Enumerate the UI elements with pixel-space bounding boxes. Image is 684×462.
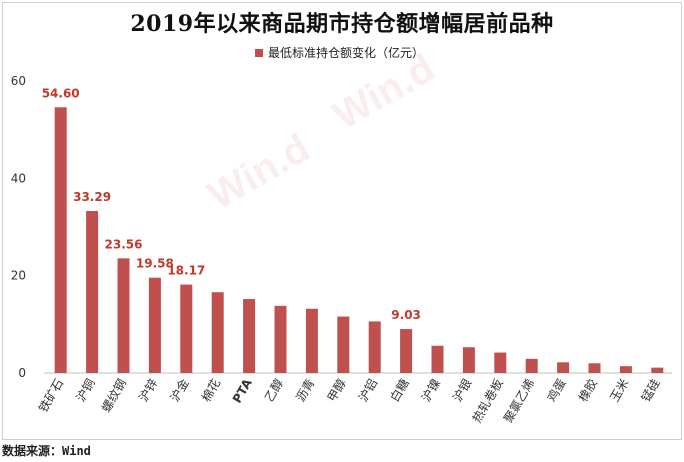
bar	[431, 345, 444, 373]
source-note: 数据来源：Wind	[2, 444, 91, 458]
data-label: 54.60	[42, 86, 80, 100]
bar	[557, 362, 570, 373]
bar	[243, 299, 256, 373]
bar	[400, 329, 413, 373]
bar	[462, 347, 475, 373]
legend: 最低标准持仓额变化（亿元）	[255, 44, 424, 61]
legend-swatch	[255, 48, 263, 57]
x-tick-label: 棉花	[198, 376, 223, 404]
x-tick-label: 乙醇	[261, 376, 286, 404]
bar	[588, 363, 601, 373]
bar	[274, 305, 287, 373]
chart-title: 2019年以来商品期市持仓额增幅居前品种	[130, 11, 554, 37]
x-tick-label: 沪银	[450, 377, 474, 405]
bar	[86, 210, 99, 373]
legend-label: 最低标准持仓额变化（亿元）	[268, 46, 425, 60]
bar	[494, 352, 507, 373]
y-tick-label: 40	[11, 171, 26, 185]
bar	[525, 358, 538, 373]
x-tick-label: 橡胶	[575, 376, 600, 404]
x-tick-label: 甲醇	[324, 376, 349, 404]
x-tick-label: 沥青	[293, 377, 317, 405]
x-tick-label: 聚氯乙烯	[501, 377, 537, 426]
bar	[305, 308, 318, 373]
data-label: 33.29	[73, 190, 111, 204]
y-tick-label: 20	[11, 269, 26, 283]
bar	[180, 284, 193, 373]
x-tick-label: 螺纹钢	[99, 377, 129, 415]
bar	[337, 316, 350, 373]
y-tick-label: 60	[11, 74, 26, 88]
bar-chart: 020406054.6033.2923.5619.5818.179.03铁矿石沪…	[11, 74, 672, 426]
data-label: 19.58	[136, 257, 174, 271]
x-tick-label: 沪锌	[136, 377, 160, 405]
x-tick-label: 沪金	[167, 376, 192, 404]
x-tick-label: 白糖	[387, 376, 412, 404]
data-label: 18.17	[167, 264, 205, 278]
x-tick-label: 沪铜	[73, 376, 98, 404]
bar	[148, 277, 161, 373]
bar	[211, 292, 224, 373]
x-tick-label: 铁矿石	[36, 377, 66, 415]
bar	[651, 367, 664, 373]
bar	[54, 107, 67, 373]
data-label: 23.56	[105, 237, 143, 251]
x-tick-label: 沪铝	[355, 376, 380, 404]
y-tick-label: 0	[18, 366, 26, 380]
x-tick-label: 鸡蛋	[544, 376, 569, 404]
bar	[368, 321, 381, 373]
data-label: 9.03	[391, 308, 421, 322]
x-tick-label: 锰硅	[638, 376, 663, 404]
bar	[117, 258, 130, 373]
x-tick-label: 沪镍	[419, 377, 443, 405]
bar	[619, 366, 632, 373]
x-tick-label: 玉米	[607, 377, 631, 405]
x-tick-label: PTA	[230, 376, 255, 406]
